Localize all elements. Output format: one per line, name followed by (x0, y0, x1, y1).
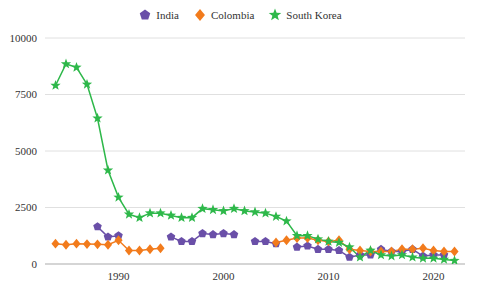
html-text:India: India (156, 9, 179, 21)
svg-text:0: 0 (32, 258, 38, 270)
svg-text:2010: 2010 (318, 270, 341, 282)
html-text:Colombia: Colombia (211, 9, 255, 21)
svg-text:2020: 2020 (423, 270, 446, 282)
svg-text:2000: 2000 (213, 270, 236, 282)
svg-text:10000: 10000 (10, 32, 38, 44)
svg-text:2500: 2500 (15, 201, 38, 213)
svg-text:1990: 1990 (108, 270, 131, 282)
html-text:South Korea: South Korea (286, 9, 342, 21)
svg-text:7500: 7500 (15, 88, 38, 100)
svg-text:5000: 5000 (15, 145, 38, 157)
